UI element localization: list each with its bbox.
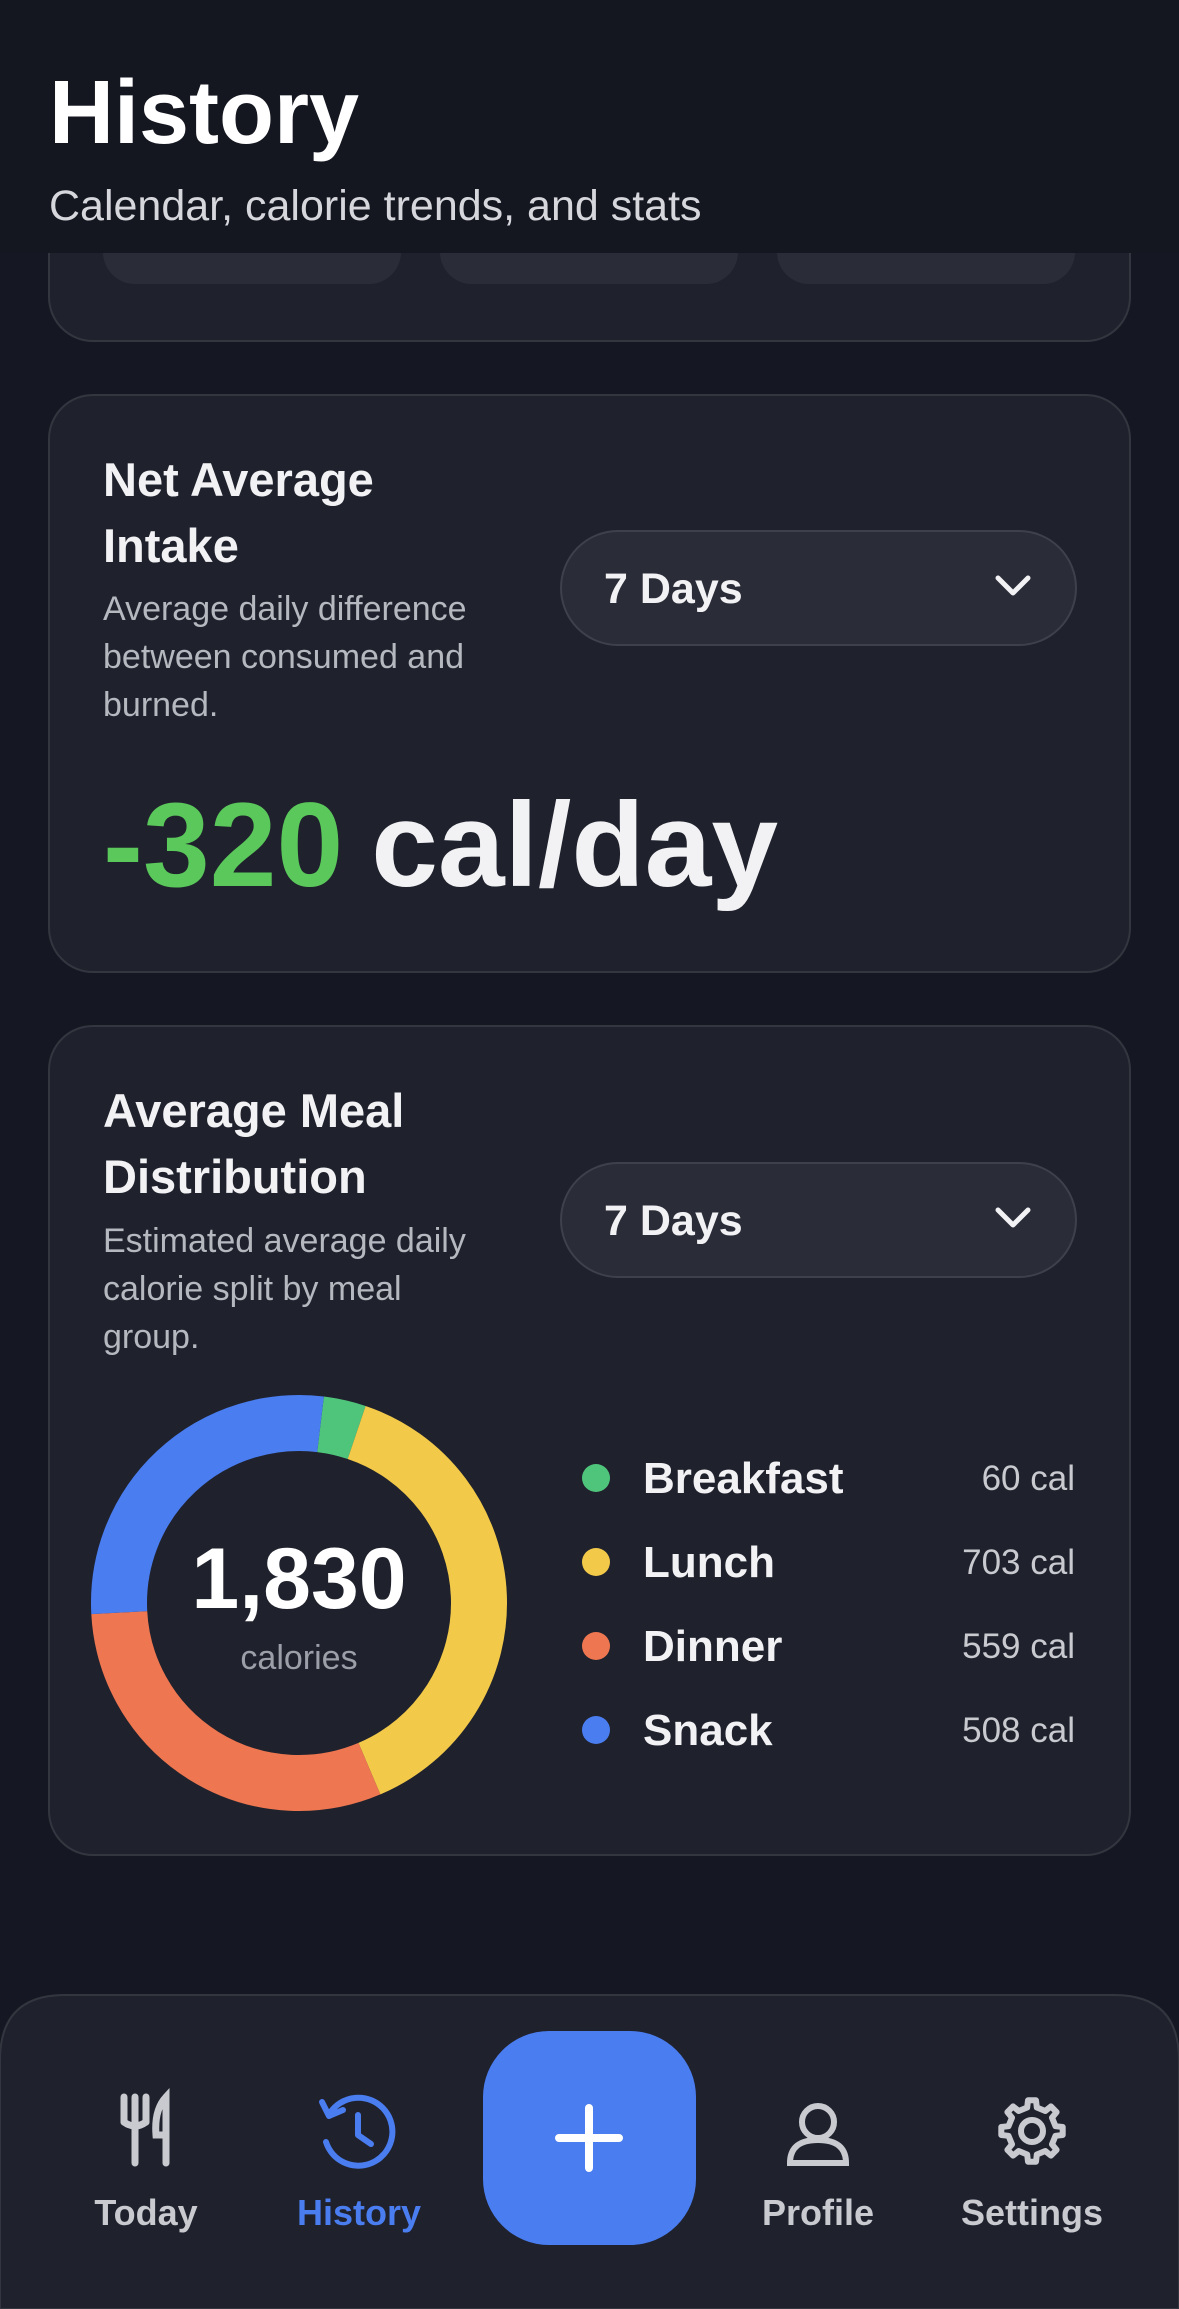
icon-history xyxy=(319,2094,396,2169)
tab-labels: Today History Profile Settings xyxy=(94,2192,1103,2233)
icon-settings xyxy=(998,2097,1066,2165)
header xyxy=(0,0,1179,253)
net-value: -320 cal/day xyxy=(103,778,778,912)
legend-label: Dinner xyxy=(643,1622,782,1671)
page-title: History xyxy=(49,63,359,163)
icon-profile xyxy=(786,2103,850,2166)
card-description: calorie split by meal xyxy=(103,1270,402,1308)
legend-dot xyxy=(582,1548,610,1576)
card-description: Estimated average daily xyxy=(103,1222,466,1260)
donut-center-value: 1,830 xyxy=(191,1531,406,1627)
card-title: Intake xyxy=(103,519,239,572)
tab-label[interactable]: Profile xyxy=(762,2192,874,2233)
card-title: Net Average xyxy=(103,453,374,506)
legend-dot xyxy=(582,1464,610,1492)
net-number: -320 xyxy=(103,778,343,912)
card-description: burned. xyxy=(103,686,218,724)
tab-label[interactable]: History xyxy=(297,2192,421,2233)
donut-segment xyxy=(347,1405,507,1795)
range-label: 7 Days xyxy=(604,1197,743,1245)
tab-label[interactable]: Today xyxy=(94,2192,197,2233)
card-description: between consumed and xyxy=(103,638,464,676)
legend-dot xyxy=(582,1632,610,1660)
range-dropdown[interactable] xyxy=(560,1162,1077,1278)
range-dropdown[interactable] xyxy=(560,530,1077,646)
net-unit: cal/day xyxy=(371,778,778,912)
chevron xyxy=(995,575,1031,596)
legend-label: Snack xyxy=(643,1706,773,1755)
card-description: group. xyxy=(103,1318,199,1356)
donut-chart xyxy=(91,1395,507,1811)
page-subtitle: Calendar, calorie trends, and stats xyxy=(49,182,702,230)
donut-segment xyxy=(91,1610,381,1811)
legend: Breakfast 60 cal Lunch 703 cal Dinner 559 cal… xyxy=(582,1454,1075,1755)
legend-label: Lunch xyxy=(643,1538,775,1587)
donut-center-caption: calories xyxy=(240,1639,357,1677)
donut-segment xyxy=(91,1395,324,1615)
icon-today xyxy=(120,2088,170,2167)
chevron xyxy=(995,1207,1031,1228)
card-title: Distribution xyxy=(103,1150,367,1203)
legend-value: 60 cal xyxy=(982,1459,1075,1498)
range-label: 7 Days xyxy=(604,565,743,613)
tab-label[interactable]: Settings xyxy=(961,2192,1103,2233)
legend-label: Breakfast xyxy=(643,1454,844,1503)
legend-dot xyxy=(582,1716,610,1744)
donut-segment xyxy=(316,1396,366,1460)
card-description: Average daily difference xyxy=(103,590,467,628)
legend-value: 559 cal xyxy=(962,1627,1075,1666)
icon-plus xyxy=(555,2104,623,2172)
legend-value: 508 cal xyxy=(962,1711,1075,1750)
card-title: Average Meal xyxy=(103,1084,404,1137)
legend-value: 703 cal xyxy=(962,1543,1075,1582)
